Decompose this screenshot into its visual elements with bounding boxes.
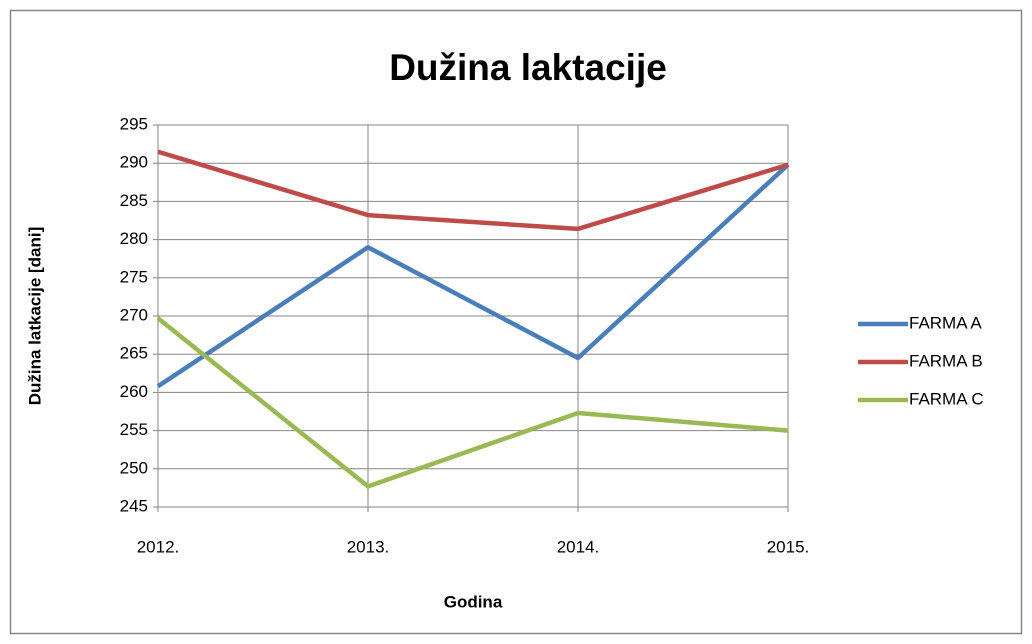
y-tick-label: 285: [120, 191, 148, 210]
legend-label: FARMA A: [909, 313, 982, 332]
chart-title: Dužina laktacije: [389, 47, 667, 88]
y-tick-label: 250: [120, 458, 148, 477]
legend-label: FARMA B: [909, 351, 983, 370]
chart-frame: [9, 9, 1023, 635]
legend-label: FARMA C: [909, 389, 984, 408]
x-tick-label: 2015.: [767, 537, 810, 556]
x-tick-label: 2012.: [137, 537, 180, 556]
y-tick-label: 265: [120, 344, 148, 363]
y-tick-label: 255: [120, 420, 148, 439]
x-tick-label: 2014.: [557, 537, 600, 556]
y-tick-label: 290: [120, 153, 148, 172]
series-line: [156, 163, 790, 389]
y-tick-label: 280: [120, 229, 148, 248]
x-tick-label: 2013.: [347, 537, 390, 556]
y-tick-label: 260: [120, 382, 148, 401]
y-tick-label: 275: [120, 267, 148, 286]
y-tick-label: 245: [120, 496, 148, 515]
y-tick-label: 270: [120, 305, 148, 324]
y-axis-label: Dužina latkacije [dani]: [25, 227, 44, 406]
series-line: [156, 316, 789, 489]
series-line: [157, 149, 789, 232]
y-tick-label: 295: [120, 114, 148, 133]
x-axis-label: Godina: [444, 592, 503, 611]
